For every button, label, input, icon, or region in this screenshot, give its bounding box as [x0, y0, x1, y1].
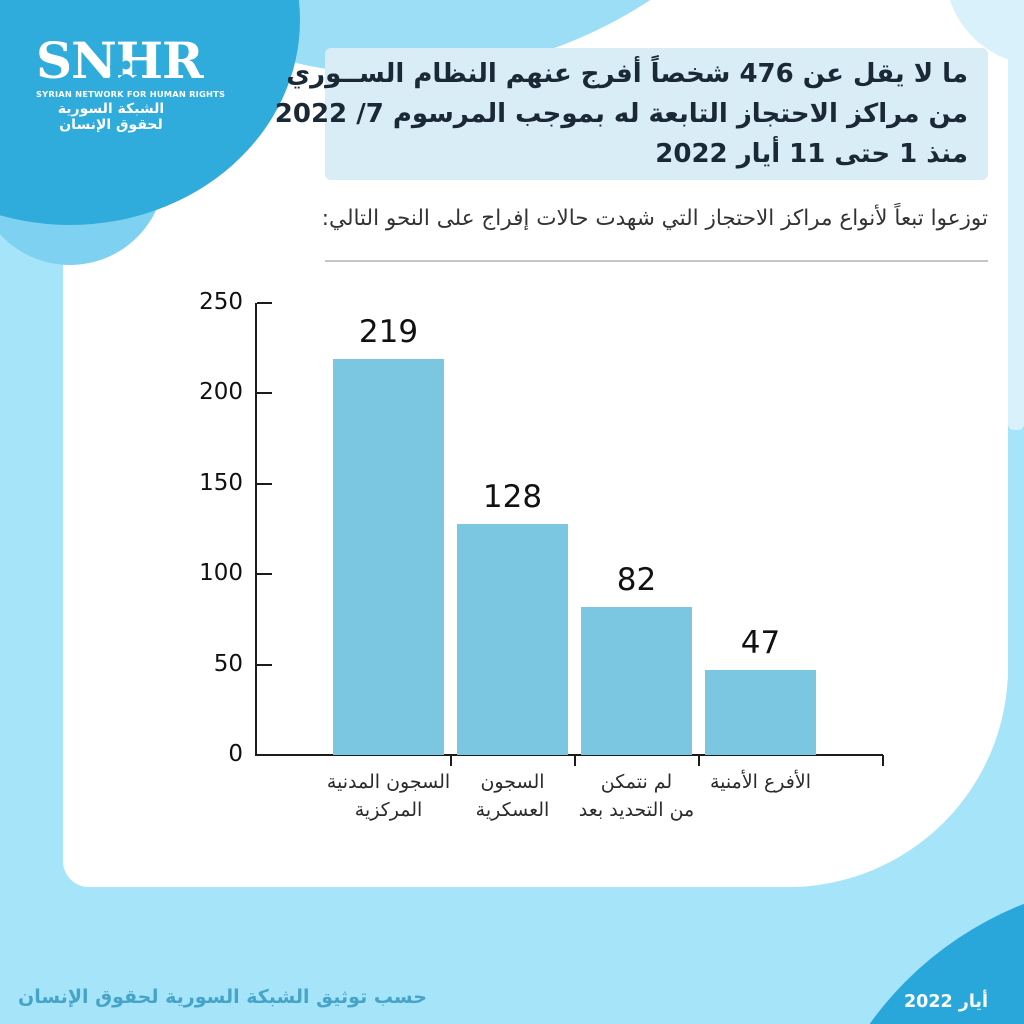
category-label-line: لم نتمكن: [600, 771, 673, 793]
y-tick-mark: [257, 392, 272, 395]
footer-date-text: أيار 2022: [903, 992, 988, 1012]
x-axis-end-tick: [882, 755, 884, 766]
snhr-logo-acronym: SNHR: [36, 31, 204, 90]
category-label: السجون المدنية المركزية: [301, 768, 477, 824]
category-label-line: المركزية: [354, 799, 423, 821]
y-tick-label: 0: [228, 741, 243, 767]
x-tick-mark: [573, 755, 576, 766]
x-tick-mark: [697, 755, 700, 766]
separator-line: [325, 260, 988, 262]
snhr-logo-tagline-ar: الشبكة السورية لحقوق الإنسان: [57, 101, 165, 133]
category-label-line: السجون: [480, 771, 545, 793]
y-tick-label: 200: [199, 379, 243, 406]
bar-value-label: 47: [740, 625, 781, 662]
category-label-line: من التحديد بعد: [578, 799, 695, 821]
snhr-logo: SNHR SYRIAN NETWORK FOR HUMAN RIGHTS الش…: [36, 31, 226, 134]
headline-line-3: منذ 1 حتى 11 أيار 2022: [655, 139, 968, 169]
y-tick-label: 50: [213, 650, 243, 677]
y-tick-label: 100: [199, 560, 243, 587]
y-tick-label: 150: [199, 469, 243, 496]
y-tick-mark: [257, 482, 272, 485]
bar-value-label: 128: [482, 478, 543, 515]
y-tick-mark: [257, 754, 272, 756]
category-label-line: العسكرية: [475, 799, 550, 821]
bar: [705, 670, 816, 755]
category-label: لم نتمكن من التحديد بعد: [549, 768, 725, 824]
category-label: السجون العسكرية: [425, 768, 601, 824]
footer-source-text: حسب توثيق الشبكة السورية لحقوق الإنسان: [18, 986, 427, 1008]
y-tick-mark: [257, 573, 272, 576]
y-tick-mark: [257, 302, 272, 304]
y-tick-mark: [257, 663, 272, 666]
x-tick-mark: [449, 755, 452, 766]
headline-line-2: من مراكز الاحتجاز التابعة له بموجب المرس…: [274, 99, 968, 129]
x-axis-line: [255, 754, 883, 756]
snhr-logo-tagline-en: SYRIAN NETWORK FOR HUMAN RIGHTS: [36, 89, 226, 99]
category-label-line: الأفرع الأمنية: [709, 771, 811, 793]
headline-box: ما لا يقل عن 476 شخصاً أفرج عنهم النظام …: [274, 48, 988, 180]
headline-line-1: ما لا يقل عن 476 شخصاً أفرج عنهم النظام …: [286, 59, 968, 89]
bar: [457, 523, 568, 755]
bar-value-label: 82: [616, 561, 657, 598]
bar: [333, 359, 444, 755]
chart-subtitle: توزعوا تبعاً لأنواع مراكز الاحتجاز التي …: [321, 206, 988, 231]
y-tick-label: 250: [199, 289, 243, 315]
bar-value-label: 219: [358, 314, 419, 351]
people-icon: [107, 60, 145, 85]
y-axis-line: [255, 303, 257, 756]
bar: [581, 606, 692, 755]
category-label-line: السجون المدنية: [326, 771, 451, 793]
category-label: الأفرع الأمنية: [673, 768, 849, 796]
